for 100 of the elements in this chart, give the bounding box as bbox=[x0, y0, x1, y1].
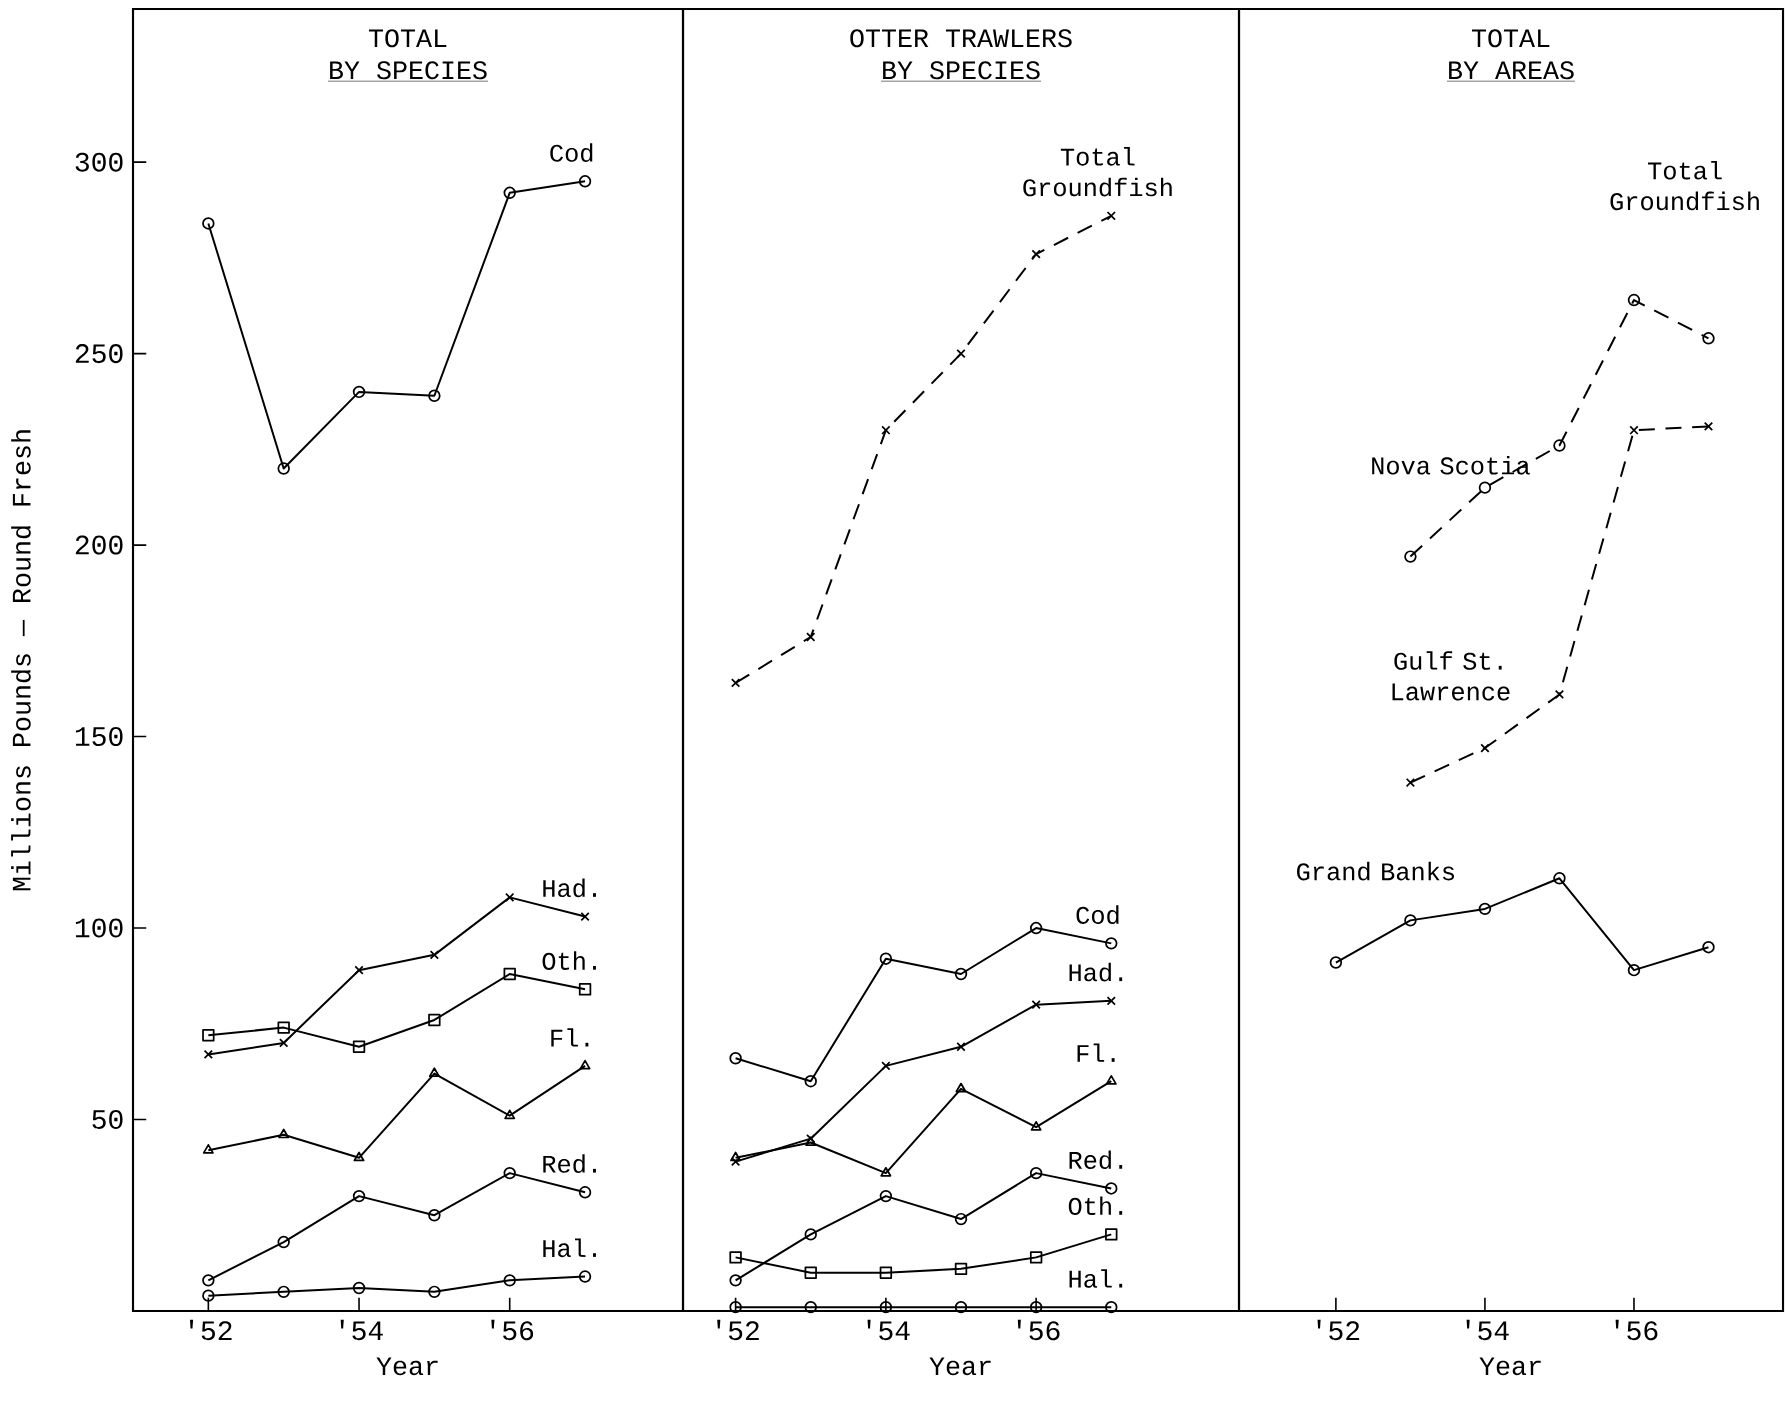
series-label: Red. bbox=[543, 1154, 596, 1173]
point bbox=[1553, 439, 1566, 452]
x-tick-label: '52 bbox=[1317, 1319, 1360, 1341]
point bbox=[578, 175, 592, 188]
point bbox=[1627, 963, 1641, 977]
point bbox=[579, 1059, 591, 1070]
point bbox=[1703, 421, 1714, 432]
point bbox=[954, 1300, 968, 1314]
point bbox=[428, 1209, 441, 1222]
x-axis-title: Year bbox=[1479, 1357, 1541, 1376]
point bbox=[729, 1052, 742, 1065]
series-label: Hal. bbox=[543, 1238, 596, 1258]
series-label: Oth. bbox=[1068, 1196, 1123, 1216]
series-label: Had. bbox=[1069, 962, 1123, 982]
point bbox=[879, 952, 893, 965]
point bbox=[954, 967, 968, 981]
point bbox=[278, 1128, 290, 1139]
point bbox=[804, 1266, 817, 1279]
y-tick-label: 150 bbox=[75, 727, 123, 747]
point bbox=[1029, 921, 1043, 935]
point bbox=[1478, 481, 1492, 494]
point bbox=[1553, 872, 1566, 885]
y-tick-label: 100 bbox=[75, 918, 123, 938]
point bbox=[578, 983, 592, 996]
point bbox=[203, 1049, 213, 1060]
point bbox=[1105, 937, 1118, 950]
point bbox=[804, 1075, 817, 1088]
point bbox=[1029, 1300, 1043, 1314]
point bbox=[202, 1289, 215, 1302]
series-label: Fl. bbox=[1077, 1043, 1115, 1062]
y-tick-label: 300 bbox=[75, 152, 123, 172]
point bbox=[730, 1157, 741, 1167]
point bbox=[1031, 249, 1041, 259]
text: OTTER TRAWLERS bbox=[850, 29, 1072, 48]
point bbox=[428, 1013, 441, 1027]
series-label: Fl. bbox=[551, 1028, 589, 1047]
point bbox=[352, 1189, 366, 1203]
point bbox=[1478, 902, 1492, 916]
point bbox=[954, 1212, 968, 1226]
text: TOTAL bbox=[368, 29, 447, 48]
point bbox=[1105, 1300, 1118, 1314]
point bbox=[730, 1151, 742, 1162]
x-tick-label: '56 bbox=[1017, 1319, 1060, 1341]
point bbox=[1554, 689, 1565, 700]
point bbox=[1029, 1251, 1043, 1264]
point bbox=[804, 1228, 817, 1241]
y-tick-label: 50 bbox=[92, 1110, 123, 1130]
point bbox=[1329, 956, 1343, 969]
point bbox=[277, 1021, 290, 1034]
point bbox=[505, 892, 515, 903]
point bbox=[879, 1189, 893, 1203]
point bbox=[804, 1300, 817, 1314]
point bbox=[1105, 1075, 1117, 1085]
series-label: Grand Banks bbox=[1297, 861, 1454, 881]
x-tick-label: '54 bbox=[340, 1319, 383, 1341]
point bbox=[881, 425, 891, 435]
y-tick-label: 200 bbox=[75, 535, 123, 555]
series-label: Had. bbox=[543, 878, 596, 898]
point bbox=[879, 1266, 893, 1279]
point bbox=[428, 389, 441, 402]
point bbox=[1029, 1166, 1043, 1180]
point bbox=[429, 950, 440, 960]
point bbox=[277, 1285, 290, 1299]
x-axis-title: Year bbox=[376, 1357, 438, 1376]
point bbox=[503, 1274, 516, 1287]
series-label: Cod bbox=[550, 143, 593, 162]
point bbox=[1629, 425, 1639, 435]
point bbox=[956, 348, 966, 359]
point bbox=[1105, 1228, 1118, 1241]
point bbox=[1405, 777, 1416, 788]
text: BY SPECIES bbox=[883, 61, 1040, 80]
point bbox=[578, 1270, 592, 1283]
y-tick-label: 250 bbox=[75, 344, 123, 364]
series-label: Nova Scotia bbox=[1372, 455, 1530, 475]
point bbox=[202, 1274, 215, 1287]
series-label: Gulf St. Lawrence bbox=[1392, 651, 1510, 701]
point bbox=[352, 1281, 366, 1295]
x-tick-label: '52 bbox=[717, 1319, 759, 1341]
point bbox=[202, 1143, 214, 1154]
point bbox=[352, 385, 366, 399]
point bbox=[881, 1061, 891, 1071]
point bbox=[1404, 550, 1417, 563]
point bbox=[503, 967, 516, 981]
point bbox=[353, 1151, 365, 1162]
point bbox=[580, 911, 590, 922]
point bbox=[730, 678, 741, 688]
point bbox=[277, 462, 290, 475]
text: BY AREAS bbox=[1449, 61, 1574, 80]
point bbox=[956, 1042, 966, 1052]
y-axis-title: Millions Pounds — Round Fresh bbox=[11, 430, 31, 891]
point bbox=[202, 217, 215, 230]
series-label: Total Groundfish bbox=[1023, 147, 1172, 197]
point bbox=[578, 1186, 592, 1199]
point bbox=[729, 1300, 742, 1314]
point bbox=[279, 1038, 289, 1048]
point bbox=[202, 1029, 215, 1042]
series-label: Cod bbox=[1076, 905, 1119, 924]
x-tick-label: '54 bbox=[1466, 1319, 1509, 1341]
point bbox=[729, 1251, 742, 1264]
point bbox=[1702, 940, 1715, 954]
